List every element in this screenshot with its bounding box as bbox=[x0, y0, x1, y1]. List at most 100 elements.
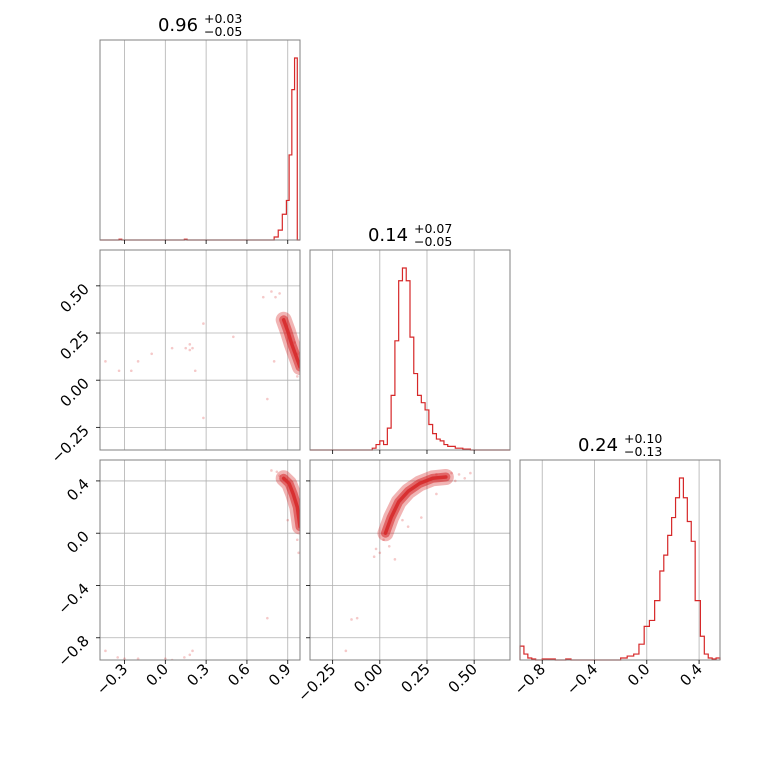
sample-point bbox=[136, 657, 140, 660]
x-axis-0: −0.3 0.0 0.3 0.6 0.9 bbox=[93, 660, 295, 699]
sample-point bbox=[170, 346, 174, 350]
sample-point bbox=[355, 616, 359, 620]
histogram-step-0 bbox=[100, 57, 300, 241]
x-tick-label: −0.8 bbox=[511, 660, 549, 698]
sample-point bbox=[457, 473, 461, 476]
sample-point bbox=[164, 657, 167, 660]
sample-point bbox=[188, 348, 192, 352]
title-upper-err-2: +0.10 bbox=[624, 431, 662, 446]
title-upper-err-1: +0.07 bbox=[414, 221, 452, 236]
sample-point bbox=[202, 322, 205, 325]
panel-frame bbox=[99, 39, 301, 241]
sample-point bbox=[270, 469, 273, 472]
sample-point bbox=[469, 471, 472, 475]
y-tick-label: 0.4 bbox=[63, 475, 93, 505]
sample-point bbox=[136, 360, 140, 363]
inner-y-ticks bbox=[306, 480, 310, 639]
sample-point bbox=[450, 471, 453, 475]
sample-point bbox=[261, 295, 265, 299]
sample-point bbox=[184, 346, 188, 350]
x-axis-2: −0.8 −0.4 0.0 0.4 bbox=[511, 660, 706, 698]
sample-point bbox=[374, 547, 378, 551]
y-tick-label: −0.25 bbox=[48, 421, 93, 466]
histogram-step-1 bbox=[310, 267, 510, 451]
x-tick-label: 0.00 bbox=[350, 660, 386, 696]
sample-point bbox=[104, 649, 107, 653]
sample-point bbox=[266, 616, 269, 620]
pair-content-2 bbox=[344, 468, 472, 653]
sample-point bbox=[378, 551, 382, 555]
sample-point bbox=[420, 516, 423, 519]
y-tick-label: −0.4 bbox=[54, 580, 92, 618]
title-upper-err-0: +0.03 bbox=[204, 11, 242, 26]
x-tick-label: 0.50 bbox=[445, 660, 481, 696]
x-tick-label: 0.3 bbox=[183, 660, 213, 690]
scatter-panel-0-2 bbox=[99, 459, 301, 661]
sample-point bbox=[274, 295, 277, 299]
sample-point bbox=[435, 492, 438, 496]
panel-frame bbox=[519, 459, 721, 661]
panel-frame bbox=[99, 249, 301, 451]
y-tick-label: 0.00 bbox=[56, 374, 92, 410]
y-axis-1: −0.25 0.00 0.25 0.50 bbox=[48, 280, 100, 467]
sample-point bbox=[401, 518, 404, 522]
title-lower-err-0: −0.05 bbox=[204, 24, 242, 39]
sample-point bbox=[350, 618, 353, 621]
scatter-panel-0-1 bbox=[99, 249, 301, 451]
x-tick-label: 0.9 bbox=[265, 660, 295, 690]
sample-point bbox=[232, 335, 235, 339]
density-band-core bbox=[281, 318, 300, 369]
sample-point bbox=[129, 369, 133, 373]
sample-point bbox=[275, 470, 279, 474]
scatter-panel-1-2 bbox=[309, 459, 511, 661]
sample-point bbox=[295, 538, 299, 542]
sample-point bbox=[202, 416, 205, 420]
title-lower-err-1: −0.05 bbox=[414, 234, 452, 249]
sample-point bbox=[297, 551, 300, 555]
sample-point bbox=[272, 360, 276, 363]
sample-point bbox=[104, 360, 107, 363]
sample-point bbox=[193, 369, 197, 373]
sample-point bbox=[278, 292, 281, 295]
sample-point bbox=[123, 657, 126, 660]
sample-point bbox=[453, 479, 457, 483]
density-band-core bbox=[383, 475, 448, 535]
sample-point bbox=[266, 397, 269, 401]
x-tick-label: 0.0 bbox=[143, 660, 173, 690]
panel-frame bbox=[309, 459, 511, 661]
y-axis-2: −0.8 −0.4 0.0 0.4 bbox=[54, 475, 100, 670]
pair-content-1 bbox=[104, 469, 300, 660]
sample-point bbox=[372, 555, 376, 559]
x-axis-1: −0.25 0.00 0.25 0.50 bbox=[294, 660, 481, 705]
sample-point bbox=[191, 346, 194, 350]
sample-point bbox=[463, 477, 467, 480]
sample-point bbox=[116, 656, 119, 659]
y-tick-label: −0.8 bbox=[54, 632, 92, 670]
histogram-panel-0: 0.96 +0.03−0.05 bbox=[99, 11, 301, 244]
histogram-panel-2: 0.24 +0.10−0.13 bbox=[519, 431, 721, 664]
panel-frame bbox=[99, 459, 301, 661]
x-tick-label: −0.25 bbox=[294, 660, 339, 705]
y-tick-label: 0.25 bbox=[56, 327, 92, 363]
sample-point bbox=[393, 558, 397, 561]
sample-point bbox=[117, 369, 121, 373]
title-median-1: 0.14 bbox=[368, 225, 408, 246]
title-median-2: 0.24 bbox=[578, 435, 618, 456]
sample-point bbox=[295, 375, 299, 378]
x-tick-label: 0.6 bbox=[224, 660, 254, 690]
sample-point bbox=[183, 656, 186, 659]
sample-point bbox=[387, 544, 391, 548]
pair-content-0 bbox=[104, 290, 300, 420]
sample-point bbox=[150, 352, 154, 356]
sample-point bbox=[191, 649, 194, 653]
x-tick-label: −0.3 bbox=[93, 660, 131, 698]
sample-point bbox=[286, 518, 290, 522]
sample-point bbox=[382, 538, 385, 542]
panel-frame bbox=[309, 249, 511, 451]
x-tick-label: 0.25 bbox=[397, 660, 433, 696]
y-tick-label: 0.50 bbox=[56, 280, 92, 316]
x-tick-label: 0.0 bbox=[624, 660, 654, 690]
histogram-step-2 bbox=[519, 477, 721, 661]
title-lower-err-2: −0.13 bbox=[624, 444, 662, 459]
